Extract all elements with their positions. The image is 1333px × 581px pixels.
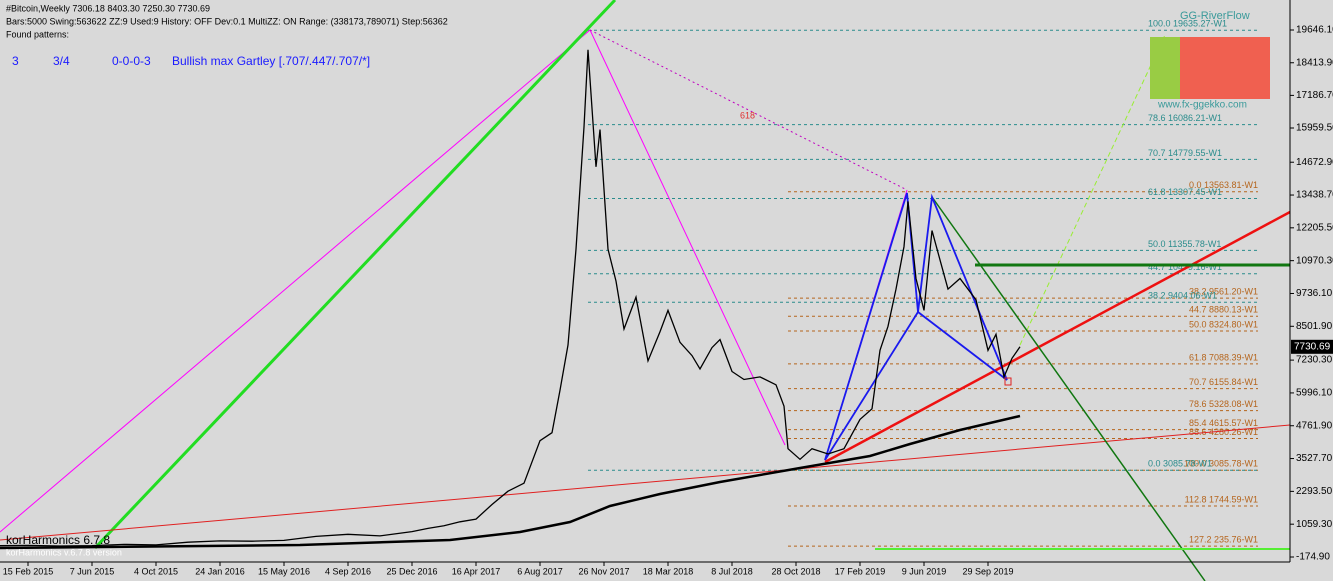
price-series: [0, 49, 1021, 547]
widget-url: www.fx-ggekko.com: [1157, 100, 1247, 111]
y-tick-label: 3527.70: [1296, 453, 1333, 464]
x-tick-label: 18 Mar 2018: [643, 566, 694, 576]
x-tick-label: 16 Apr 2017: [452, 566, 501, 576]
pattern-cell: Bullish max Gartley [.707/.447/.707/*]: [172, 54, 370, 68]
fib-label: 78.6 16086.21-W1: [1148, 113, 1222, 123]
trend-line: [0, 424, 1291, 541]
pattern-cell: 3: [12, 54, 19, 68]
fib-label: 70.7 14779.55-W1: [1148, 148, 1222, 158]
fib-label: 61.8 13307.45-W1: [1148, 187, 1222, 197]
fib-label: 50.0 8324.80-W1: [1189, 319, 1258, 329]
plot-area: [0, 0, 1290, 562]
indicator-version: korHarmonics v.6.7.8 version: [6, 547, 122, 557]
y-tick-label: 9736.10: [1296, 288, 1333, 299]
x-tick-label: 24 Jan 2016: [195, 566, 245, 576]
last-price-box: [1291, 339, 1333, 354]
y-tick-label: 8501.90: [1296, 321, 1333, 332]
widget-title: GG-RiverFlow: [1180, 10, 1250, 22]
x-tick-label: 9 Jun 2019: [902, 566, 947, 576]
fib-label: 0.0 3085.78-W1: [1148, 459, 1212, 469]
ratio-label: 618: [740, 110, 755, 120]
moving-average: [0, 414, 1021, 550]
x-tick-label: 7 Jun 2015: [70, 566, 115, 576]
fib-label: 38.2 9404.06-W1: [1148, 291, 1217, 301]
fib-label: 50.0 11355.78-W1: [1148, 239, 1221, 249]
trend-line: [589, 29, 786, 446]
fib-label: 100.0 19635.27-W1: [1148, 19, 1227, 29]
fib-label: 127.2 235.76-W1: [1189, 534, 1258, 544]
y-tick-label: 12205.50: [1296, 222, 1333, 233]
widget-bar: [1150, 37, 1180, 99]
fib-label: 112.8 1744.59-W1: [1185, 494, 1258, 504]
found-label: Found patterns:: [6, 29, 69, 39]
indicator-label: korHarmonics 6.7.8: [6, 533, 110, 547]
info-line: Bars:5000 Swing:563622 ZZ:9 Used:9 Histo…: [6, 16, 448, 26]
x-tick-label: 29 Sep 2019: [962, 566, 1013, 576]
x-tick-label: 15 Feb 2015: [3, 566, 54, 576]
last-price-label: 7730.69: [1294, 341, 1331, 352]
trend-line: [589, 29, 908, 191]
fib-label: 44.7 8880.13-W1: [1189, 305, 1258, 315]
y-tick-label: 4761.90: [1296, 420, 1333, 431]
trend-line: [931, 196, 1206, 581]
fib-label: 38.2 9561.20-W1: [1189, 287, 1258, 297]
y-tick-label: 1059.30: [1296, 519, 1333, 530]
y-tick-label: 5996.10: [1296, 388, 1333, 399]
x-tick-label: 6 Aug 2017: [517, 566, 563, 576]
fib-label: 100.0 3085.78-W1: [1184, 459, 1258, 469]
fib-label: 78.6 5328.08-W1: [1189, 399, 1258, 409]
trend-line: [93, 0, 617, 550]
y-tick-label: 17186.70: [1296, 90, 1333, 101]
projection-line: [1019, 34, 1166, 346]
fib-label: 88.6 4280.26-W1: [1189, 427, 1258, 437]
y-tick-label: 18413.90: [1296, 57, 1333, 68]
y-tick-label: 19646.10: [1296, 25, 1333, 36]
fib-label: 85.4 4615.57-W1: [1189, 418, 1258, 428]
gartley-pattern: [824, 310, 1008, 461]
trend-line: [0, 29, 591, 533]
y-tick-label: 13438.70: [1296, 190, 1333, 201]
widget-bar: [1180, 37, 1270, 99]
y-tick-label: 15959.50: [1296, 123, 1333, 134]
point-marker: [1004, 377, 1012, 386]
x-tick-label: 26 Nov 2017: [578, 566, 629, 576]
y-tick-label: 10970.30: [1296, 255, 1333, 266]
chart-title: #Bitcoin,Weekly 7306.18 8403.30 7250.30 …: [6, 3, 210, 13]
fib-label: 70.7 6155.84-W1: [1189, 377, 1258, 387]
x-tick-label: 8 Jul 2018: [711, 566, 753, 576]
trend-line: [824, 210, 1291, 464]
y-tick-label: 2293.50: [1296, 486, 1333, 497]
x-tick-label: 17 Feb 2019: [835, 566, 886, 576]
x-tick-label: 28 Oct 2018: [771, 566, 820, 576]
y-tick-label: 14672.90: [1296, 157, 1333, 168]
x-tick-label: 4 Sep 2016: [325, 566, 371, 576]
price-line: [0, 49, 1021, 547]
x-tick-label: 25 Dec 2016: [386, 566, 437, 576]
pattern-cell: 0-0-0-3: [112, 54, 151, 68]
riverflow-widget: GG-RiverFlow www.fx-ggekko.com: [1150, 10, 1270, 111]
x-tick-label: 4 Oct 2015: [134, 566, 178, 576]
y-tick-label: 7230.30: [1296, 355, 1333, 366]
fib-label: 0.0 13563.81-W1: [1189, 180, 1258, 190]
fib-levels: 0.0 13563.81-W1 38.2 9561.20-W1 44.7 8880.…: [588, 19, 1258, 547]
x-tick-label: 15 May 2016: [258, 566, 310, 576]
fib-label: 61.8 7088.39-W1: [1189, 352, 1258, 362]
y-tick-label: -174.90: [1296, 552, 1330, 563]
pattern-cell: 3/4: [53, 54, 70, 68]
